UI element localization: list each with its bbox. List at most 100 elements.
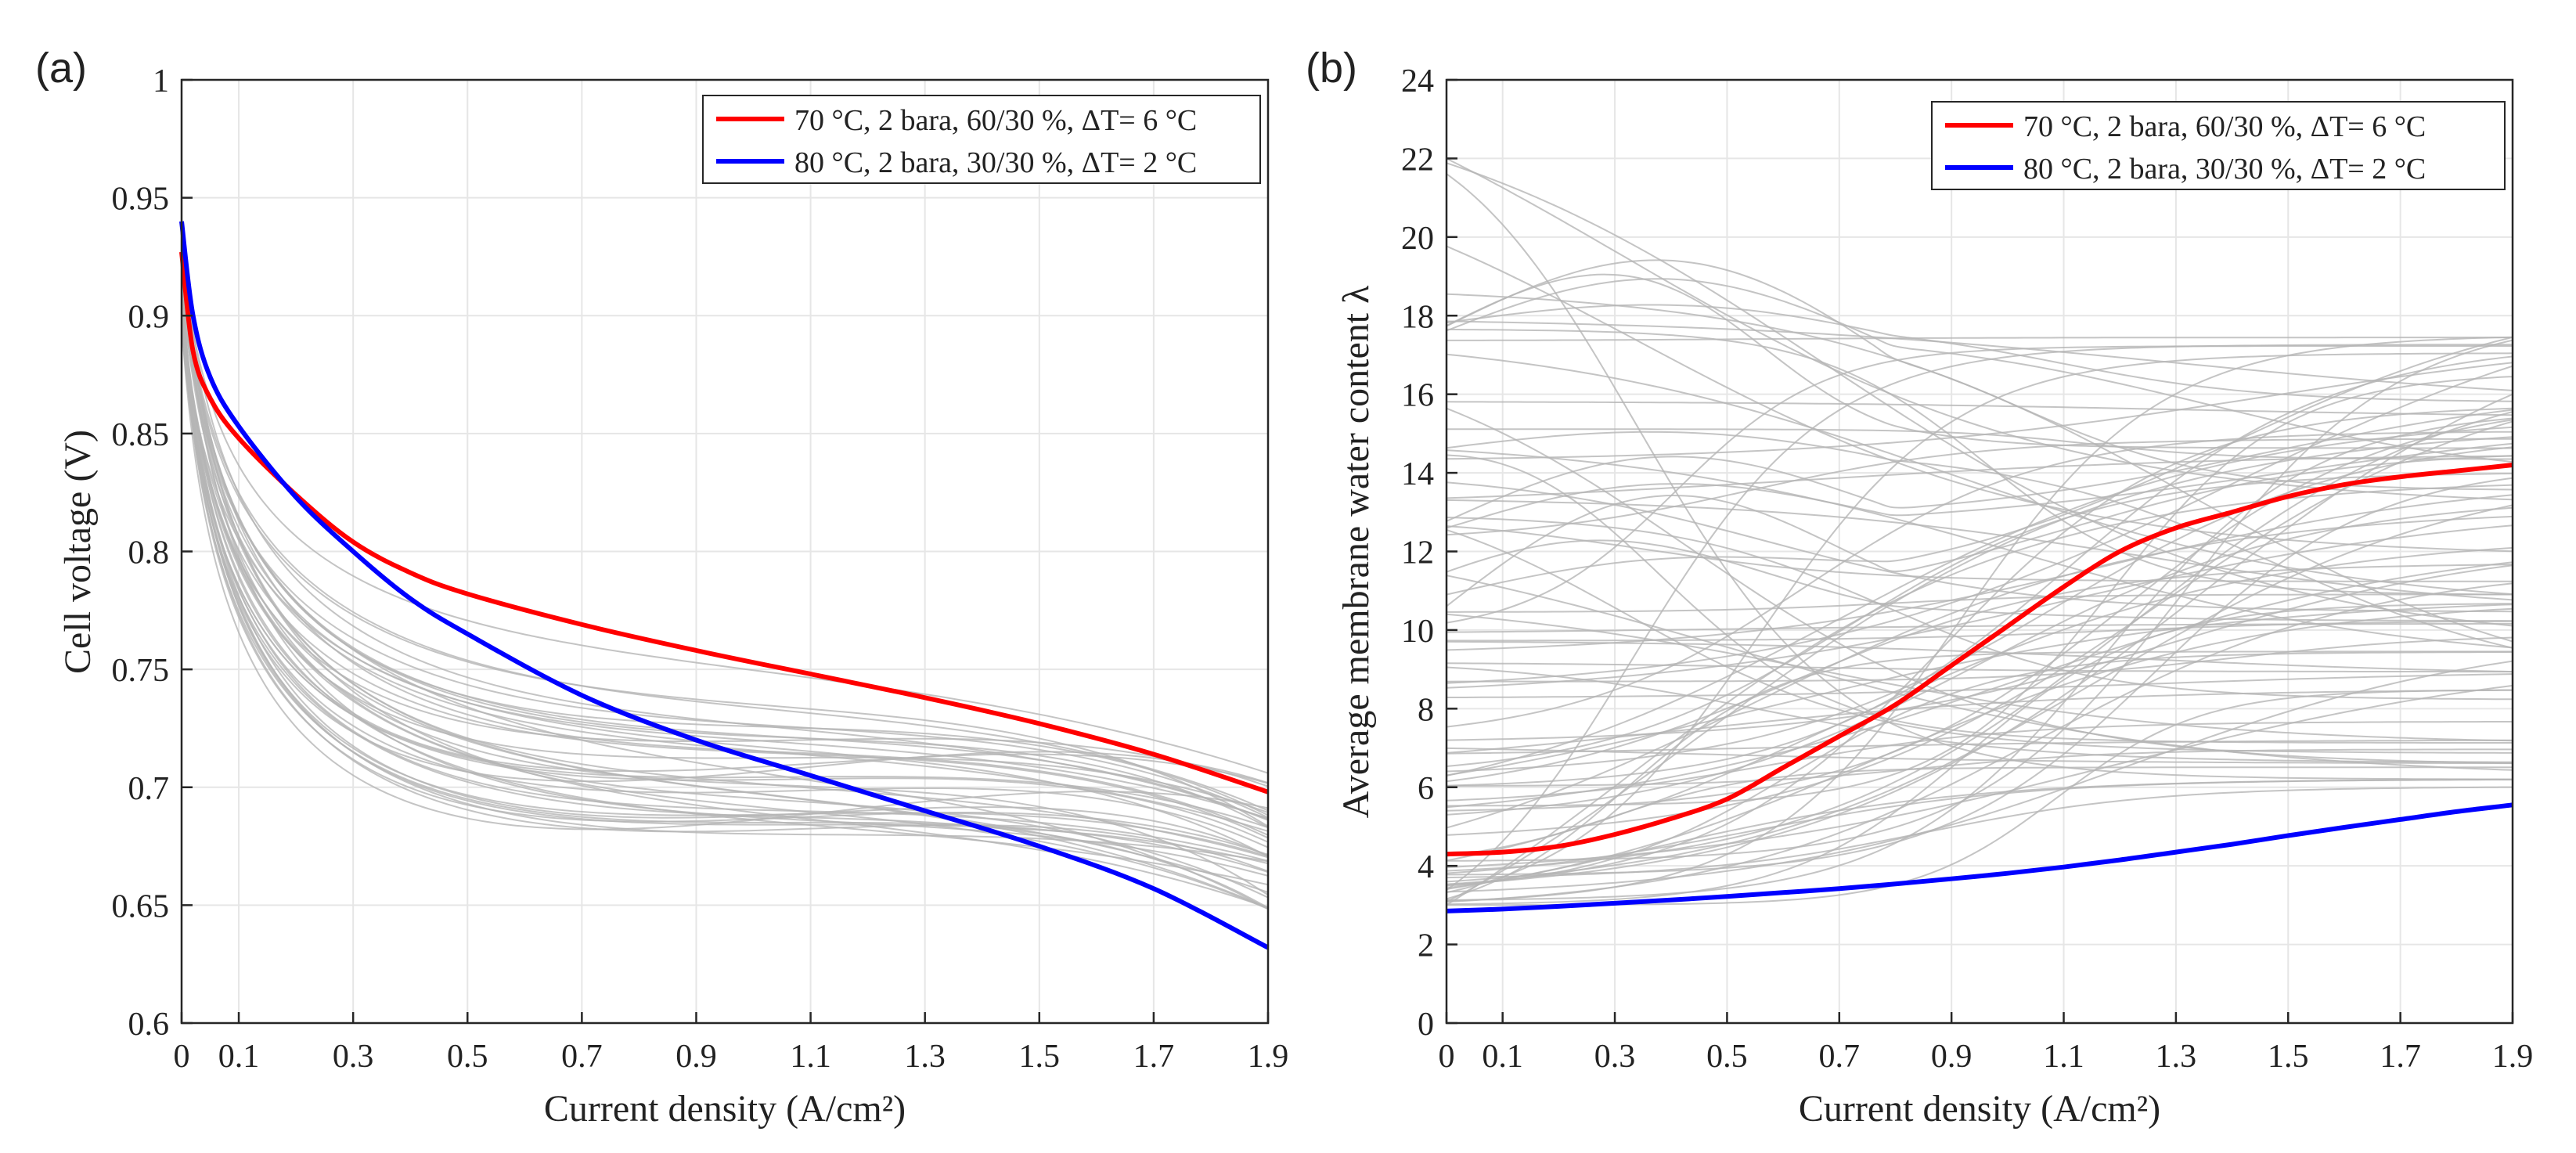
x-tick-label: 1.9	[2492, 1039, 2534, 1075]
x-tick-label: 0.3	[1594, 1039, 1636, 1075]
y-tick-label: 10	[1401, 614, 1434, 650]
background-curve	[1446, 524, 2513, 689]
x-tick-label: 0.1	[218, 1039, 260, 1075]
background-curve	[181, 315, 1269, 829]
legend-box-b	[1931, 101, 2506, 190]
background-curve	[181, 236, 1269, 909]
x-tick-label: 1.1	[2043, 1039, 2084, 1075]
background-curve	[181, 323, 1269, 831]
background-curve	[181, 237, 1269, 836]
y-tick-label: 0.7	[128, 771, 170, 807]
background-curve	[181, 275, 1269, 910]
series-line-red	[179, 251, 1269, 794]
background-curve	[1446, 786, 2513, 879]
background-curve	[1446, 454, 2513, 744]
background-curve	[1446, 436, 2513, 903]
background-curve	[1446, 622, 2513, 633]
x-tick-label: 0.3	[333, 1039, 374, 1075]
background-curve	[1446, 564, 2513, 741]
y-tick-label: 18	[1401, 299, 1434, 335]
background-curve	[1446, 778, 2513, 890]
background-curve	[1446, 477, 2513, 876]
x-tick-label: 0.5	[447, 1039, 488, 1075]
background-curve	[1446, 666, 2513, 763]
legend-entry-b-red: 70 °C, 2 bara, 60/30 %, ΔT= 6 °C	[2023, 110, 2426, 143]
series-line-red	[1446, 463, 2513, 857]
x-tick-label: 0.9	[676, 1039, 717, 1075]
y-tick-label: 0	[1418, 1007, 1434, 1043]
x-ticks-a: 0 0.1 0.3 0.5 0.7 0.9 1.1 1.3 1.5 1.7 1.9	[174, 1012, 1288, 1075]
background-curve	[181, 268, 1269, 820]
background-curve	[1446, 365, 2513, 684]
background-curve	[1446, 446, 2513, 773]
background-curve	[1446, 748, 2513, 787]
background-curve	[1446, 449, 2513, 649]
y-tick-label: 0.9	[128, 299, 170, 335]
background-curve	[1446, 494, 2513, 651]
background-curves-a	[181, 233, 1269, 910]
background-curve	[1446, 607, 2513, 889]
x-axis-title-a: Current density (A/cm²)	[544, 1088, 906, 1130]
background-curve	[181, 312, 1269, 784]
background-curve	[181, 283, 1269, 857]
background-curve	[1446, 739, 2513, 755]
background-curve	[181, 292, 1269, 863]
background-curve	[181, 315, 1269, 857]
background-curve	[181, 263, 1269, 812]
background-curve	[1446, 353, 2513, 596]
background-curve	[181, 316, 1269, 843]
x-tick-label: 1.5	[1019, 1039, 1061, 1075]
background-curve	[1446, 345, 2513, 624]
background-curve	[1446, 426, 2513, 776]
background-curve	[181, 257, 1269, 893]
panel-label-b: (b)	[1306, 45, 1357, 92]
y-tick-label: 8	[1418, 692, 1434, 728]
y-axis-title-b: Average membrane water content λ	[1335, 285, 1377, 818]
background-curves-b	[1446, 157, 2513, 906]
background-curve	[1446, 640, 2513, 673]
background-curve	[1446, 515, 2513, 829]
x-tick-label: 1.5	[2268, 1039, 2309, 1075]
background-curve	[181, 233, 1269, 820]
background-curve	[1446, 662, 2513, 673]
series-lines-a	[179, 221, 1270, 950]
background-curve	[1446, 344, 2513, 891]
legend-a: 70 °C, 2 bara, 60/30 %, ΔT= 6 °C 80 °C, …	[702, 95, 1261, 184]
background-curve	[1446, 431, 2513, 728]
y-tick-label: 2	[1418, 928, 1434, 964]
series-line-blue	[1446, 802, 2513, 913]
x-tick-label: 1.1	[790, 1039, 831, 1075]
panel-label-a: (a)	[35, 45, 87, 92]
x-ticks-b: 0 0.1 0.3 0.5 0.7 0.9 1.1 1.3 1.5 1.7 1.9	[1439, 1012, 2534, 1075]
legend-entry-a-blue: 80 °C, 2 bara, 30/30 %, ΔT= 2 °C	[794, 146, 1197, 179]
y-tick-label: 0.65	[112, 888, 170, 924]
y-tick-label: 0.75	[112, 653, 170, 689]
y-ticks-a: 0.6 0.65 0.7 0.75 0.8 0.85 0.9 0.95 1	[112, 63, 193, 1043]
x-tick-label: 0	[1439, 1039, 1455, 1075]
grid-a	[181, 79, 1269, 1024]
background-curve	[1446, 419, 2513, 812]
x-tick-label: 1.7	[2380, 1039, 2421, 1075]
background-curve	[1446, 401, 2513, 416]
background-curve	[1446, 162, 2513, 627]
background-curve	[1446, 293, 2513, 643]
background-curve	[1446, 355, 2513, 787]
background-curve	[1446, 660, 2513, 893]
background-curve	[1447, 337, 2513, 341]
background-curve	[1446, 673, 2513, 699]
x-tick-label: 1.7	[1133, 1039, 1175, 1075]
y-tick-label: 0.6	[128, 1007, 170, 1043]
background-curve	[1446, 411, 2513, 872]
background-curve	[1446, 689, 2513, 754]
y-tick-label: 14	[1401, 456, 1434, 492]
background-curve	[1446, 747, 2513, 765]
x-tick-label: 1.3	[904, 1039, 946, 1075]
background-curve	[1446, 525, 2513, 582]
series-lines-b	[1446, 463, 2513, 913]
background-curve	[1446, 499, 2513, 601]
background-curve	[1446, 506, 2513, 816]
background-curve	[1446, 455, 2513, 607]
x-tick-label: 0.9	[1931, 1039, 1973, 1075]
background-curve	[1446, 528, 2513, 754]
